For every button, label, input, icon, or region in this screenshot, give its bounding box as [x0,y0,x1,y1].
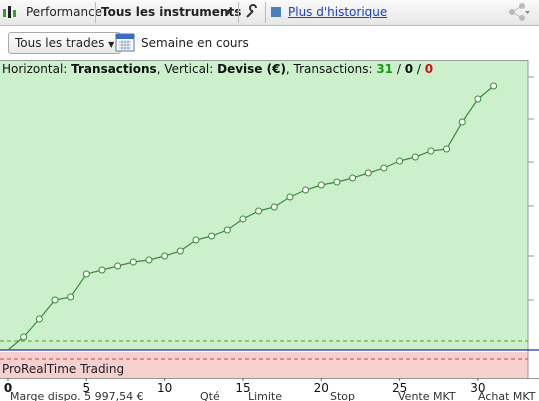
dropdown-arrow [224,10,232,15]
trade-marker [82,270,90,278]
trade-marker [270,203,278,211]
trade-marker [443,145,451,153]
header-h-label: Horizontal: [2,62,71,76]
chart-header: Horizontal: Transactions, Vertical: Devi… [2,62,433,76]
bottom-bar-item: Limite [248,390,282,401]
trade-marker [67,293,75,301]
x-tick-label: 30 [470,381,485,395]
performance-chart: Horizontal: Transactions, Vertical: Devi… [0,60,539,401]
trade-marker [333,178,341,186]
trade-marker [396,157,404,165]
header-neutral: 0 [405,62,413,76]
trade-marker [129,258,137,266]
toolbar: Performance Tous les instruments Plus d'… [0,0,539,26]
trade-marker [411,153,419,161]
history-icon [271,7,281,17]
trade-marker [35,315,43,323]
x-tick-label: 15 [235,381,250,395]
trade-marker [114,262,122,270]
bottom-bar-item: Qté [200,390,220,401]
trade-marker [176,247,184,255]
trade-marker [364,169,372,177]
trade-marker [427,147,435,155]
loss-zone [0,352,528,378]
profit-zone [0,60,528,350]
trade-marker [302,186,310,194]
trade-marker [208,232,216,240]
header-v-label: , Vertical: [157,62,217,76]
x-tick-label: 5 [82,381,90,395]
wrench-icon[interactable] [244,4,260,20]
trade-marker [349,174,357,182]
trade-marker [161,252,169,260]
header-losses: 0 [425,62,433,76]
performance-tab[interactable]: Performance [26,5,103,19]
period-label: Semaine en cours [141,36,249,50]
trades-label: Tous les trades [15,36,105,50]
bottom-bar-item: Marge dispo. 5 997,54 € [10,390,144,401]
trade-marker [474,95,482,103]
header-sep: / [393,62,405,76]
trade-marker [458,118,466,126]
trade-marker [223,226,231,234]
calendar-icon[interactable] [115,32,135,52]
trades-dropdown[interactable]: Tous les trades ▼ [8,32,122,54]
history-link[interactable]: Plus d'historique [288,5,388,19]
x-tick-label: 20 [314,381,329,395]
x-tick-label: 10 [157,381,172,395]
trade-marker [255,207,263,215]
trade-marker [192,236,200,244]
header-v-value: Devise (€) [217,62,286,76]
trade-marker [286,193,294,201]
instruments-dropdown[interactable]: Tous les instruments [101,5,242,19]
footer-label: ProRealTime Trading [2,362,124,376]
chart-icon [3,6,16,18]
trade-marker [490,82,498,90]
trade-marker [51,296,59,304]
header-t-label: , Transactions: [286,62,376,76]
trade-marker [380,164,388,172]
trade-marker [317,181,325,189]
header-wins: 31 [376,62,393,76]
x-tick-label: 0 [4,381,12,395]
trade-marker [98,266,106,274]
header-sep: / [413,62,425,76]
bottom-bar-item: Stop [330,390,355,401]
bottom-bar-item: Achat MKT [478,390,536,401]
trade-marker [145,256,153,264]
filter-bar: Tous les trades ▼ Semaine en cours [0,26,539,58]
trade-marker [20,333,28,341]
x-tick-label: 25 [392,381,407,395]
header-h-value: Transactions [71,62,157,76]
share-icon[interactable] [508,3,530,21]
trade-marker [239,215,247,223]
bottom-bar-item: Vente MKT [398,390,456,401]
